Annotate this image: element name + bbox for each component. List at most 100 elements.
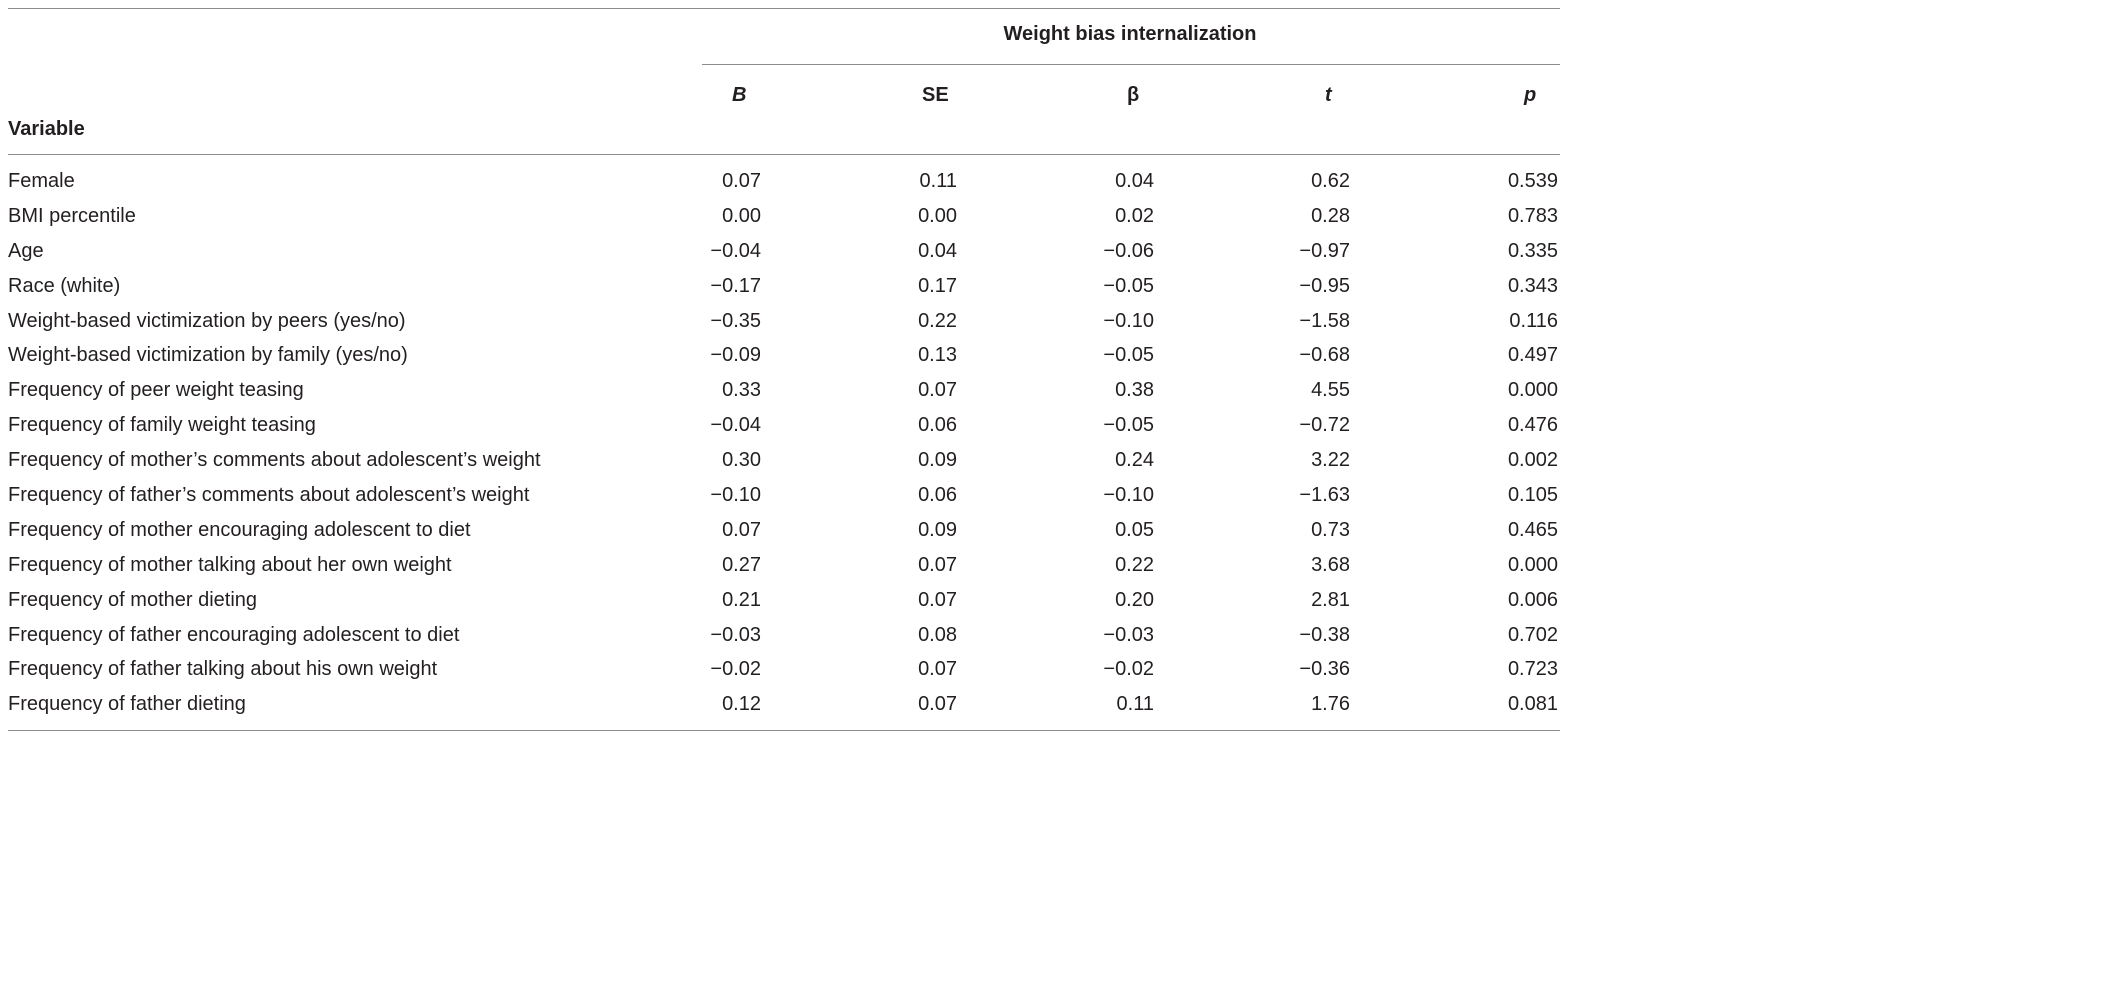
table-row: Frequency of peer weight teasing 0.33 0.07… bbox=[0, 373, 1568, 408]
p-cell: 0.465 bbox=[1507, 518, 1558, 541]
b-cell: −0.04 bbox=[710, 239, 761, 262]
column-header-t: t bbox=[1325, 84, 1332, 106]
p-cell: 0.000 bbox=[1507, 379, 1558, 402]
se-cell: 0.07 bbox=[918, 658, 957, 681]
se-cell: 0.04 bbox=[918, 239, 957, 262]
se-cell: 0.07 bbox=[918, 553, 957, 576]
beta-cell: −0.05 bbox=[1103, 344, 1154, 367]
p-cell: 0.497 bbox=[1507, 344, 1558, 367]
t-cell: −1.58 bbox=[1299, 309, 1350, 332]
se-cell: 0.08 bbox=[918, 623, 957, 646]
b-cell: 0.30 bbox=[722, 449, 761, 472]
variable-cell: Frequency of peer weight teasing bbox=[8, 379, 304, 402]
t-cell: −1.63 bbox=[1299, 484, 1350, 507]
t-cell: 3.68 bbox=[1311, 553, 1350, 576]
t-cell: 1.76 bbox=[1311, 693, 1350, 716]
table-row: Frequency of mother’s comments about ado… bbox=[0, 443, 1568, 478]
se-cell: 0.09 bbox=[918, 518, 957, 541]
variable-cell: Frequency of father dieting bbox=[8, 693, 246, 716]
beta-cell: −0.02 bbox=[1103, 658, 1154, 681]
t-cell: −0.72 bbox=[1299, 414, 1350, 437]
p-cell: 0.000 bbox=[1507, 553, 1558, 576]
beta-cell: 0.04 bbox=[1115, 170, 1154, 192]
variable-cell: Frequency of father talking about his ow… bbox=[8, 658, 438, 681]
b-cell: 0.21 bbox=[722, 588, 761, 611]
beta-cell: 0.02 bbox=[1115, 204, 1154, 227]
b-cell: −0.02 bbox=[710, 658, 761, 681]
b-cell: −0.35 bbox=[710, 309, 761, 332]
se-cell: 0.17 bbox=[918, 274, 957, 297]
b-cell: 0.07 bbox=[722, 170, 761, 192]
p-cell: 0.002 bbox=[1507, 449, 1558, 472]
t-cell: 3.22 bbox=[1311, 449, 1350, 472]
t-cell: −0.36 bbox=[1299, 658, 1350, 681]
variable-cell: Frequency of mother encouraging adolesce… bbox=[8, 518, 471, 541]
b-cell: −0.10 bbox=[710, 484, 761, 507]
table-row: Weight-based victimization by family (ye… bbox=[0, 338, 1568, 373]
p-cell: 0.539 bbox=[1507, 170, 1558, 192]
beta-cell: 0.22 bbox=[1115, 553, 1154, 576]
p-cell: 0.006 bbox=[1507, 588, 1558, 611]
variable-cell: Age bbox=[8, 239, 44, 262]
p-cell: 0.105 bbox=[1507, 484, 1558, 507]
table-row: Frequency of father dieting 0.12 0.07 0.11 1… bbox=[0, 687, 1568, 722]
column-header-beta: β bbox=[1127, 84, 1140, 106]
table-row: Female 0.07 0.11 0.04 0.62 0.539 bbox=[0, 164, 1568, 199]
group-header: Weight bias internalization bbox=[1003, 23, 1257, 45]
table-row: Weight-based victimization by peers (yes… bbox=[0, 304, 1568, 339]
header-bottom-rule bbox=[8, 154, 1560, 155]
t-cell: −0.68 bbox=[1299, 344, 1350, 367]
t-cell: 2.81 bbox=[1311, 588, 1350, 611]
se-cell: 0.13 bbox=[918, 344, 957, 367]
b-cell: 0.33 bbox=[722, 379, 761, 402]
table-row: Frequency of father encouraging adolesce… bbox=[0, 618, 1568, 653]
se-cell: 0.22 bbox=[918, 309, 957, 332]
b-cell: 0.27 bbox=[722, 553, 761, 576]
se-cell: 0.07 bbox=[918, 379, 957, 402]
b-cell: 0.07 bbox=[722, 518, 761, 541]
table-row: Age −0.04 0.04 −0.06 −0.97 0.335 bbox=[0, 234, 1568, 269]
variable-cell: BMI percentile bbox=[8, 204, 136, 227]
b-cell: −0.04 bbox=[710, 414, 761, 437]
variable-cell: Frequency of family weight teasing bbox=[8, 414, 316, 437]
table-row: Frequency of father talking about his ow… bbox=[0, 652, 1568, 687]
variable-cell: Weight-based victimization by family (ye… bbox=[8, 344, 408, 367]
table-row: Race (white) −0.17 0.17 −0.05 −0.95 0.343 bbox=[0, 269, 1568, 304]
se-cell: 0.00 bbox=[918, 204, 957, 227]
table-row: Frequency of mother dieting 0.21 0.07 0.20 2… bbox=[0, 583, 1568, 618]
table-body: Female 0.07 0.11 0.04 0.62 0.539 BMI percentil… bbox=[0, 164, 1568, 722]
b-cell: 0.00 bbox=[722, 204, 761, 227]
se-cell: 0.06 bbox=[918, 414, 957, 437]
variable-cell: Weight-based victimization by peers (yes… bbox=[8, 309, 406, 332]
p-cell: 0.476 bbox=[1507, 414, 1558, 437]
table-top-rule bbox=[8, 8, 1560, 9]
variable-cell: Frequency of mother dieting bbox=[8, 588, 258, 611]
t-cell: 0.28 bbox=[1311, 204, 1350, 227]
b-cell: −0.09 bbox=[710, 344, 761, 367]
t-cell: −0.97 bbox=[1299, 239, 1350, 262]
table-row: Frequency of family weight teasing −0.04 0… bbox=[0, 408, 1568, 443]
p-cell: 0.702 bbox=[1507, 623, 1558, 646]
p-cell: 0.116 bbox=[1509, 309, 1558, 332]
table-row: Frequency of father’s comments about ado… bbox=[0, 478, 1568, 513]
beta-cell: −0.03 bbox=[1103, 623, 1154, 646]
beta-cell: 0.38 bbox=[1115, 379, 1154, 402]
p-cell: 0.783 bbox=[1507, 204, 1558, 227]
p-cell: 0.335 bbox=[1507, 239, 1558, 262]
t-cell: 0.73 bbox=[1311, 518, 1350, 541]
group-header-rule bbox=[702, 64, 1560, 65]
beta-cell: 0.05 bbox=[1115, 518, 1154, 541]
variable-cell: Frequency of mother’s comments about ado… bbox=[8, 449, 541, 472]
t-cell: 0.62 bbox=[1311, 170, 1350, 192]
beta-cell: −0.05 bbox=[1103, 414, 1154, 437]
p-cell: 0.081 bbox=[1507, 693, 1558, 716]
beta-cell: −0.05 bbox=[1103, 274, 1154, 297]
b-cell: −0.17 bbox=[710, 274, 761, 297]
column-header-b: B bbox=[732, 84, 747, 106]
beta-cell: −0.06 bbox=[1103, 239, 1154, 262]
column-header-se: SE bbox=[922, 84, 949, 106]
t-cell: 4.55 bbox=[1311, 379, 1350, 402]
t-cell: −0.95 bbox=[1299, 274, 1350, 297]
table-row: Frequency of mother talking about her ow… bbox=[0, 548, 1568, 583]
se-cell: 0.06 bbox=[918, 484, 957, 507]
